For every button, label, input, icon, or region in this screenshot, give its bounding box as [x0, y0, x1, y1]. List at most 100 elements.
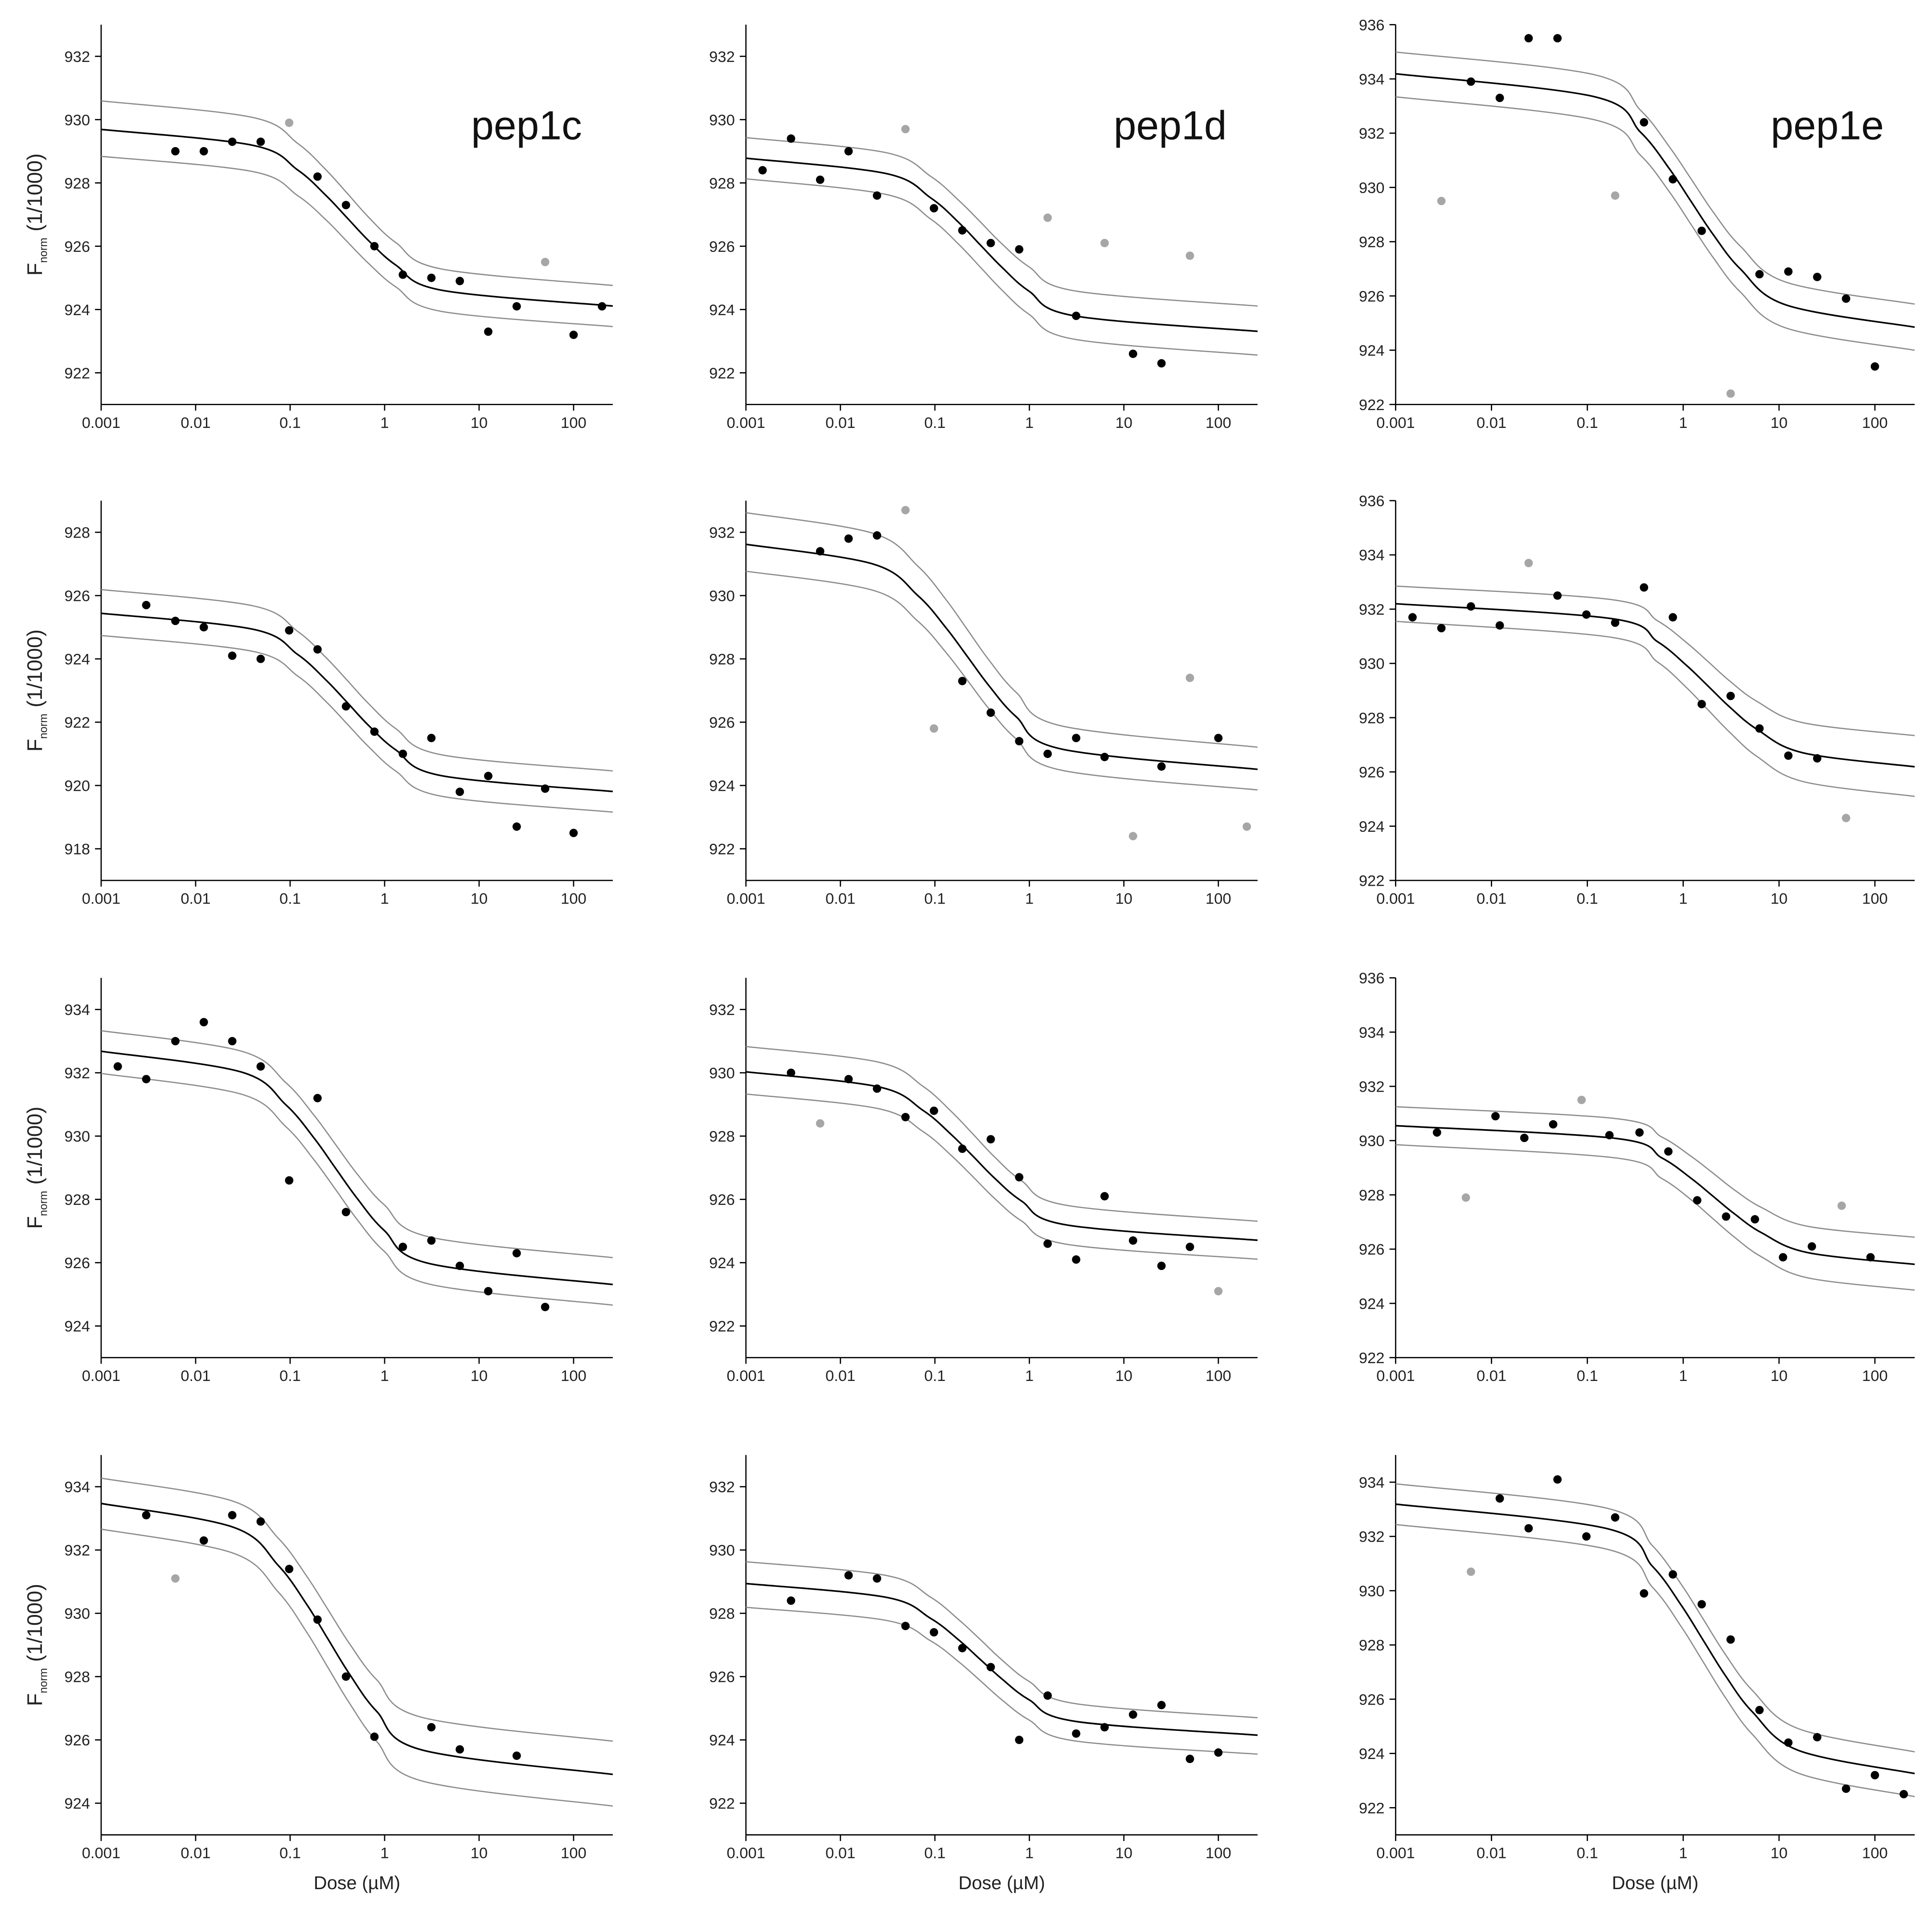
- x-tick-label: 10: [1116, 415, 1132, 431]
- y-tick-label: 932: [1359, 601, 1385, 618]
- y-tick-label: 930: [709, 1542, 735, 1559]
- data-point: [398, 749, 407, 758]
- x-tick-label: 0.001: [82, 1845, 121, 1862]
- data-point: [1524, 559, 1533, 567]
- y-tick-label: 928: [1359, 710, 1385, 727]
- data-point: [1784, 1738, 1793, 1747]
- data-point: [285, 626, 294, 635]
- y-tick-label: 926: [1359, 288, 1385, 305]
- fit-curve: [101, 156, 613, 328]
- x-tick-label: 100: [1862, 1845, 1888, 1862]
- y-label-sub: norm: [37, 238, 49, 263]
- x-tick-label: 1: [1025, 891, 1034, 908]
- y-tick-label: 922: [709, 841, 735, 858]
- fit-curve: [746, 1582, 1258, 1736]
- y-label-rest: (1/1000): [23, 153, 46, 231]
- y-tick-label: 928: [709, 1606, 735, 1623]
- y-label-main: F: [23, 739, 46, 752]
- data-point: [341, 702, 350, 711]
- y-tick-label: 928: [64, 1192, 90, 1208]
- data-point: [341, 201, 350, 210]
- data-point: [228, 651, 237, 660]
- data-point: [512, 1751, 521, 1760]
- data-point: [1697, 226, 1706, 235]
- x-tick-label: 10: [1116, 1845, 1132, 1862]
- y-axis-label: Fnorm (1/1000): [23, 629, 49, 752]
- data-point: [427, 1236, 436, 1245]
- data-point: [1185, 674, 1194, 682]
- x-tick-label: 0.001: [726, 891, 765, 908]
- fit-curve: [746, 543, 1258, 770]
- y-tick-label: 930: [1359, 656, 1385, 673]
- fit-curve: [101, 1073, 613, 1306]
- panel: 922 924 926 928 930 932 0.001 0.01 0.1 1 10 100: [709, 501, 1258, 908]
- fit-curve: [1395, 603, 1915, 768]
- x-tick-label: 1: [1679, 1368, 1687, 1385]
- data-point: [341, 1672, 350, 1681]
- fit-curve: [101, 1050, 613, 1286]
- data-point: [1553, 1475, 1562, 1484]
- y-tick-label: 924: [709, 778, 735, 795]
- data-point: [455, 787, 464, 796]
- y-tick-label: 926: [1359, 1691, 1385, 1708]
- x-tick-label: 0.001: [82, 1368, 121, 1385]
- x-axis-label: Dose (µM): [1612, 1872, 1698, 1893]
- y-tick-label: 922: [1359, 397, 1385, 414]
- data-point: [1437, 197, 1446, 205]
- data-point: [1808, 1242, 1816, 1251]
- y-tick-label: 928: [64, 175, 90, 192]
- data-point: [1072, 312, 1081, 320]
- y-tick-label: 926: [709, 1669, 735, 1686]
- x-tick-label: 0.01: [1477, 415, 1506, 431]
- data-point: [958, 1144, 967, 1153]
- data-point: [1755, 1705, 1764, 1714]
- y-tick-label: 926: [64, 1732, 90, 1749]
- data-point: [199, 1536, 208, 1545]
- fit-curve: [746, 1561, 1258, 1718]
- data-point: [1432, 1128, 1441, 1137]
- x-tick-label: 10: [471, 415, 488, 431]
- fit-curve: [746, 1046, 1258, 1222]
- data-point: [484, 1287, 492, 1295]
- x-tick-label: 100: [1862, 415, 1888, 431]
- data-point: [1605, 1131, 1614, 1140]
- x-axis-label: Dose (µM): [958, 1872, 1045, 1893]
- x-tick-label: 10: [471, 1845, 488, 1862]
- data-point: [171, 147, 180, 156]
- y-tick-label: 926: [1359, 764, 1385, 781]
- x-tick-label: 100: [1206, 891, 1231, 908]
- fit-curve: [1395, 1106, 1915, 1238]
- fit-curve: [101, 612, 613, 793]
- x-tick-label: 1: [380, 1845, 389, 1862]
- x-tick-label: 0.01: [825, 1845, 855, 1862]
- fit-curve: [746, 157, 1258, 333]
- data-point: [1697, 700, 1706, 708]
- data-point: [1015, 737, 1024, 746]
- panel-title: pep1e: [1771, 103, 1884, 148]
- data-point: [1157, 359, 1166, 368]
- data-point: [1813, 1733, 1821, 1742]
- fit-curve: [101, 100, 613, 286]
- fit-curve: [1395, 51, 1915, 305]
- x-tick-label: 100: [1206, 1368, 1231, 1385]
- y-tick-label: 924: [1359, 1746, 1385, 1763]
- y-tick-label: 932: [709, 1479, 735, 1496]
- data-point: [1640, 583, 1649, 592]
- x-tick-label: 100: [1206, 1845, 1231, 1862]
- panel-title: pep1c: [471, 103, 582, 148]
- data-point: [1128, 1236, 1137, 1245]
- y-tick-label: 932: [64, 1065, 90, 1082]
- data-point: [228, 1511, 237, 1520]
- data-point: [1813, 754, 1821, 763]
- y-tick-label: 936: [1359, 970, 1385, 987]
- y-tick-label: 930: [1359, 180, 1385, 197]
- x-tick-label: 100: [1862, 1368, 1888, 1385]
- data-point: [1549, 1120, 1558, 1129]
- data-point: [1755, 270, 1764, 279]
- y-tick-label: 924: [1359, 818, 1385, 835]
- x-tick-label: 0.001: [726, 1368, 765, 1385]
- y-axis-label: Fnorm (1/1000): [23, 1106, 49, 1229]
- y-tick-label: 924: [709, 1732, 735, 1749]
- x-tick-label: 1: [380, 891, 389, 908]
